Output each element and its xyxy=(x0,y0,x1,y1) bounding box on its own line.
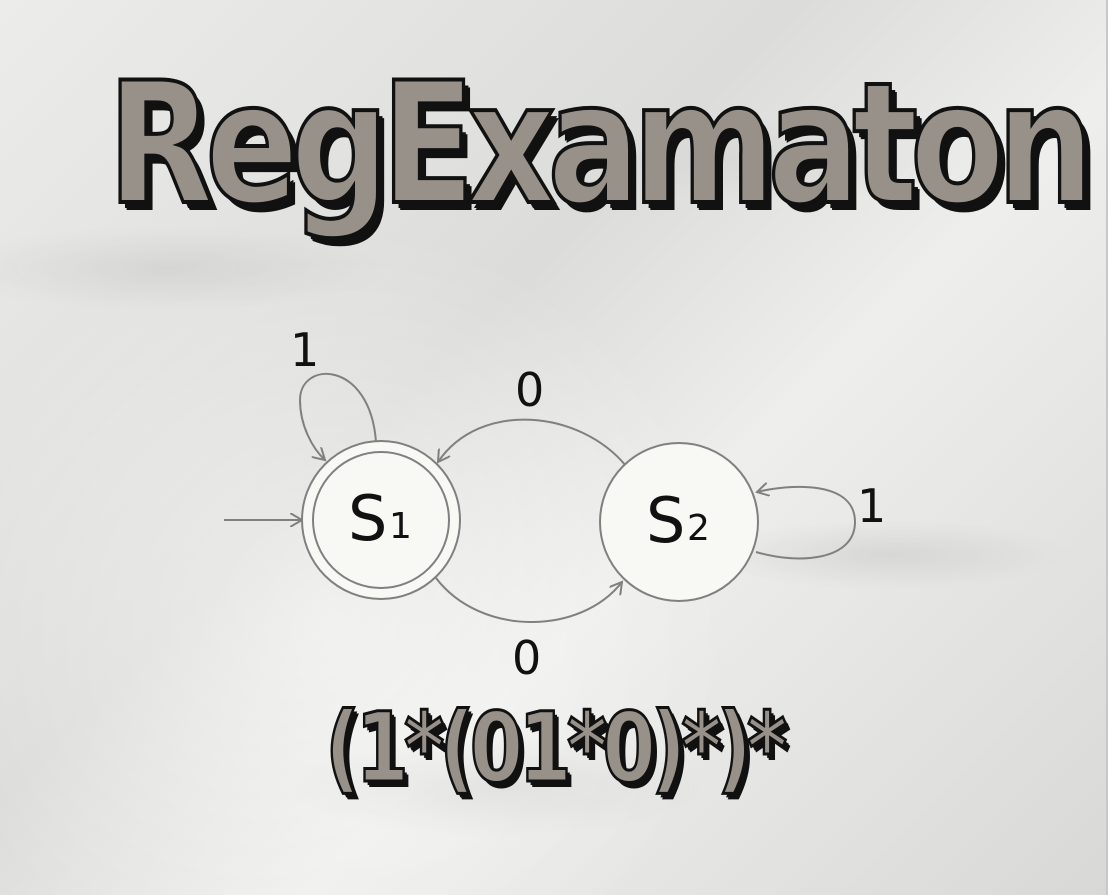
state-s2-letter: S xyxy=(646,484,685,557)
state-s1: S 1 xyxy=(301,440,461,600)
title-container: RegExamaton xyxy=(0,46,1108,242)
state-s2-subscript: 2 xyxy=(687,508,710,549)
regex-container: (1*(01*0)*)* xyxy=(0,692,1108,804)
edge-s1-s1 xyxy=(298,372,377,460)
edge-s1-s2 xyxy=(435,577,622,623)
edge-s2-s1 xyxy=(438,418,627,467)
edge-label-s2-s2: 1 xyxy=(857,479,886,533)
regex-expression: (1*(01*0)*)* xyxy=(324,692,788,804)
edge-s2-s2 xyxy=(756,487,857,560)
right-border xyxy=(1106,0,1108,895)
state-s1-letter: S xyxy=(348,482,387,555)
edge-label-s1-s2: 0 xyxy=(512,631,541,685)
page-title: RegExamaton xyxy=(106,46,1096,242)
edge-label-s1-s1: 1 xyxy=(290,323,319,377)
state-s2: S 2 xyxy=(599,442,759,602)
edge-label-s2-s1: 0 xyxy=(515,363,544,417)
state-s1-subscript: 1 xyxy=(389,506,412,547)
